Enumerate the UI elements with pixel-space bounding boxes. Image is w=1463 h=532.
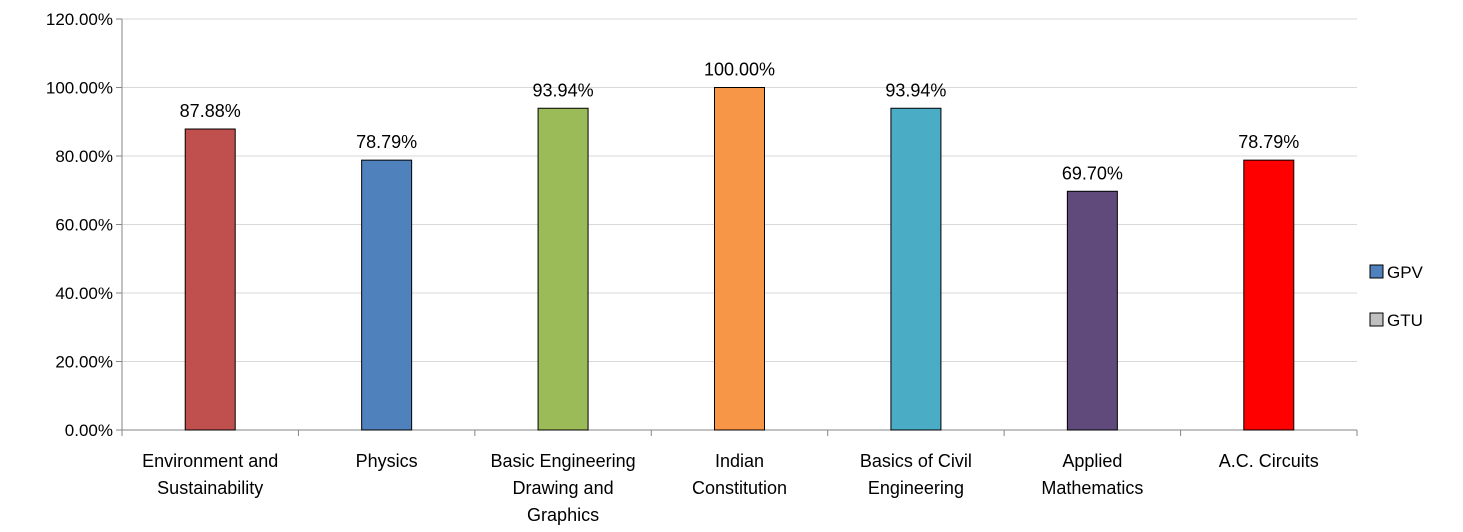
x-category-label-line: Environment and xyxy=(142,451,278,471)
bars xyxy=(184,87,1295,431)
x-category-label-line: Indian xyxy=(715,451,764,471)
legend-label: GTU xyxy=(1387,311,1423,330)
y-tick-label: 60.00% xyxy=(55,216,113,235)
x-axis-categories: Environment and Sustainability Physics Basi… xyxy=(142,451,1319,525)
x-category-label: Environment and Sustainability xyxy=(142,451,278,498)
legend-label: GPV xyxy=(1387,263,1424,282)
bar xyxy=(714,87,765,431)
bar xyxy=(1066,190,1118,431)
legend-swatch xyxy=(1369,264,1384,279)
x-category-label-line: Applied xyxy=(1062,451,1122,471)
data-labels: 87.88% 78.79% 93.94% 100.00% 93.94% 69.70% 78.… xyxy=(180,60,1300,184)
y-tick-label: 80.00% xyxy=(55,147,113,166)
data-label: 78.79% xyxy=(356,132,417,152)
bar xyxy=(537,107,589,431)
y-tick-label: 120.00% xyxy=(46,10,113,29)
x-category-label-line: Physics xyxy=(356,451,418,471)
bar xyxy=(890,107,942,431)
y-tick-label: 100.00% xyxy=(46,79,113,98)
x-category-label-line: Graphics xyxy=(527,505,599,525)
x-category-label: A.C. Circuits xyxy=(1219,451,1319,471)
bar xyxy=(1243,159,1295,431)
y-axis-ticks: 0.00% 20.00% 40.00% 60.00% 80.00% 100.00% 120.… xyxy=(46,10,113,440)
bar xyxy=(361,159,413,431)
x-category-label-line: Sustainability xyxy=(157,478,263,498)
x-category-label: Applied Mathematics xyxy=(1041,451,1143,498)
x-category-label-line: A.C. Circuits xyxy=(1219,451,1319,471)
x-category-label: Indian Constitution xyxy=(692,451,787,498)
data-label: 93.94% xyxy=(533,80,594,100)
legend: GPV GTU xyxy=(1369,263,1424,330)
data-label: 69.70% xyxy=(1062,163,1123,183)
y-tick-label: 40.00% xyxy=(55,284,113,303)
x-category-label-line: Basics of Civil xyxy=(860,451,972,471)
x-category-label-line: Basic Engineering xyxy=(491,451,636,471)
x-category-label-line: Constitution xyxy=(692,478,787,498)
y-tick-label: 20.00% xyxy=(55,353,113,372)
bar xyxy=(184,128,236,431)
data-label: 78.79% xyxy=(1238,132,1299,152)
x-category-label: Physics xyxy=(356,451,418,471)
x-category-label: Basic Engineering Drawing and Graphics xyxy=(491,451,636,525)
x-category-label-line: Drawing and xyxy=(513,478,614,498)
y-tick-label: 0.00% xyxy=(65,421,113,440)
data-label: 100.00% xyxy=(704,60,775,80)
x-category-label: Basics of Civil Engineering xyxy=(860,451,972,498)
x-category-label-line: Mathematics xyxy=(1041,478,1143,498)
data-label: 93.94% xyxy=(885,80,946,100)
data-label: 87.88% xyxy=(180,101,241,121)
x-category-label-line: Engineering xyxy=(868,478,964,498)
legend-swatch xyxy=(1369,312,1384,327)
